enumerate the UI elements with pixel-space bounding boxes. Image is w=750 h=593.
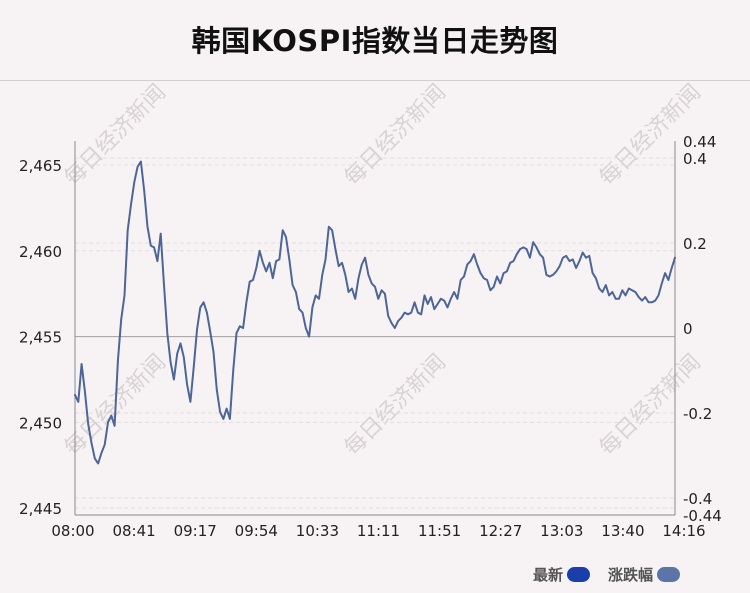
y-right-tick-label: -0.2 [683, 405, 712, 423]
x-tick-label: 13:03 [540, 522, 583, 540]
x-tick-label: 09:54 [235, 522, 278, 540]
x-tick-label: 14:16 [662, 522, 705, 540]
y-left-tick-label: 2,455 [19, 329, 62, 347]
y-left-tick-label: 2,445 [19, 500, 62, 518]
x-tick-label: 11:11 [357, 522, 400, 540]
x-tick-label: 13:40 [601, 522, 644, 540]
x-tick-label: 08:41 [112, 522, 155, 540]
y-right-tick-label: 0.4 [683, 150, 707, 168]
legend-change[interactable]: 涨跌幅 [608, 563, 680, 585]
watermark-text: 每日经济新闻 [340, 350, 451, 461]
legend-latest-label: 最新 [533, 564, 563, 585]
y-right-tick-label: 0.2 [683, 235, 707, 253]
x-tick-label: 08:00 [51, 522, 94, 540]
grid-layer [75, 158, 675, 508]
x-tick-label: 10:33 [296, 522, 339, 540]
legend-latest-swatch [567, 567, 590, 582]
x-tick-label: 09:17 [174, 522, 217, 540]
legend-latest[interactable]: 最新 [533, 563, 590, 585]
watermark-text: 每日经济新闻 [340, 80, 451, 191]
watermark-text: 每日经济新闻 [60, 80, 171, 191]
y-right-tick-label: 0 [683, 320, 693, 338]
legend-change-label: 涨跌幅 [608, 564, 653, 585]
y-right-tick-label: 0.44 [683, 133, 716, 151]
legend-change-swatch [657, 567, 680, 582]
y-left-tick-label: 2,465 [19, 157, 62, 175]
y-left-tick-label: 2,460 [19, 243, 62, 261]
x-tick-label: 12:27 [479, 522, 522, 540]
y-left-tick-label: 2,450 [19, 414, 62, 432]
x-tick-label: 11:51 [418, 522, 461, 540]
y-right-tick-label: -0.4 [683, 490, 712, 508]
